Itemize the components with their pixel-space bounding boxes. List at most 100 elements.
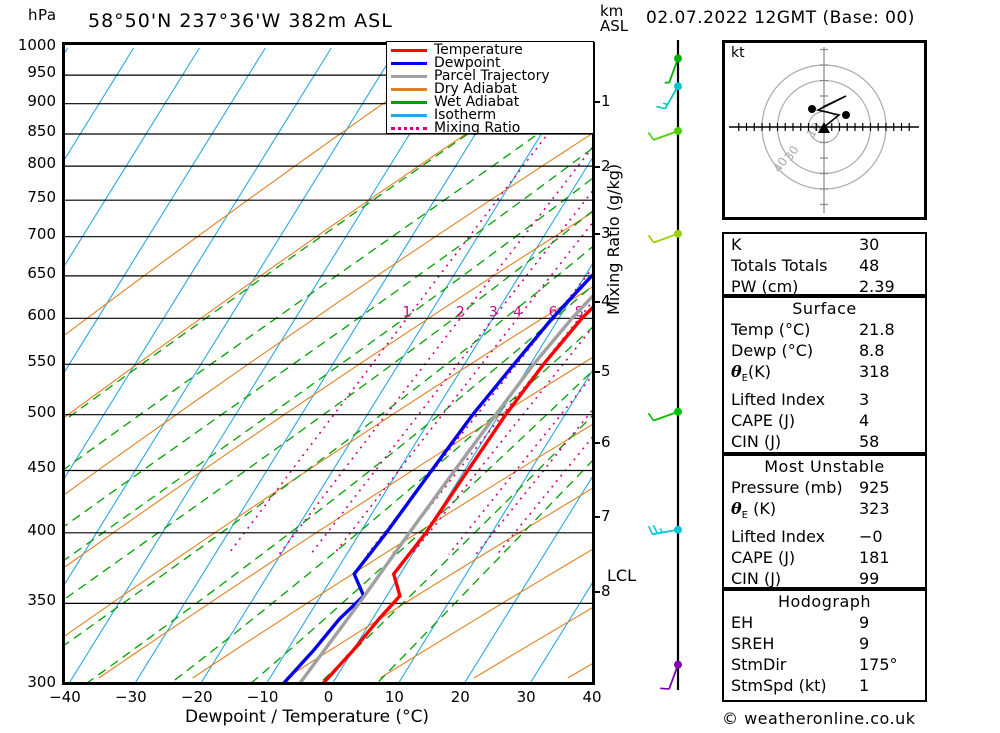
hodograph-stats-panel: Hodograph EH 9 SREH 9 StmDir 175° StmSpd (kt) 1	[722, 589, 927, 702]
stat-row: Pressure (mb) 925	[724, 477, 925, 498]
height-tick-5: 5	[601, 361, 611, 380]
height-tick-7: 7	[601, 506, 611, 525]
pressure-tick-800: 800	[27, 154, 56, 173]
mixing-ratio-label: 2	[456, 304, 465, 320]
isotherm-line	[266, 157, 592, 682]
temp-tick--20: −20	[180, 688, 213, 706]
pressure-tick-400: 400	[27, 520, 56, 539]
mixing-ratio-label: 4	[513, 304, 522, 320]
dry-adiabat-line	[65, 47, 464, 336]
stat-row: K 30	[724, 234, 925, 255]
stat-label: CIN (J)	[731, 569, 782, 589]
legend-item-dewpoint: Dewpoint	[391, 56, 593, 70]
stat-value: 8.8	[859, 341, 885, 360]
wet-adiabat-line	[377, 460, 592, 682]
wet-adiabat-line	[251, 370, 592, 682]
stat-label: CIN (J)	[731, 432, 782, 452]
legend-label: Wet Adiabat	[434, 94, 520, 110]
stat-label: StmDir	[731, 655, 787, 674]
height-tick-mark	[592, 442, 600, 445]
mixing-ratio-line	[448, 374, 592, 555]
legend-item-parcel-trajectory: Parcel Trajectory	[391, 69, 593, 83]
copyright-notice: © weatheronline.co.uk	[722, 709, 916, 728]
legend-swatch	[391, 62, 427, 65]
stat-row: θE(K) 318	[724, 361, 925, 389]
legend-swatch	[391, 88, 427, 91]
temp-tick-0: 0	[323, 688, 334, 706]
isotherm-line	[69, 47, 464, 682]
stat-row: Totals Totals 48	[724, 255, 925, 276]
mixing-ratio-line	[227, 74, 592, 555]
wind-barb	[647, 524, 682, 536]
legend-item-mixing-ratio: Mixing Ratio	[391, 121, 593, 135]
height-tick-1: 1	[601, 92, 611, 111]
chart-legend: Temperature Dewpoint Parcel Trajectory Dry …	[386, 41, 594, 135]
surface-panel: Surface Temp (°C) 21.8 Dewp (°C) 8.8 θE(K) 318…	[722, 296, 927, 454]
stat-value: 181	[859, 548, 890, 568]
mixing-ratio-label: 6	[549, 304, 558, 320]
wind-barb	[647, 126, 682, 141]
pressure-tick-300: 300	[27, 673, 56, 691]
stat-value: −0	[859, 527, 883, 547]
legend-label: Dry Adiabat	[434, 81, 517, 97]
pressure-tick-550: 550	[27, 352, 56, 371]
temp-tick-10: 10	[384, 688, 404, 706]
height-tick-2: 2	[601, 157, 611, 176]
stat-label: Dewp (°C)	[731, 341, 814, 360]
pressure-tick-950: 950	[27, 63, 56, 82]
temp-tick-30: 30	[516, 688, 536, 706]
pressure-tick-750: 750	[27, 188, 56, 207]
isotherm-line	[65, 47, 398, 585]
hodograph-plot: kt 10 30 40	[722, 40, 927, 220]
hodograph-unit-label: kt	[731, 45, 745, 61]
mixing-ratio-line	[309, 190, 592, 555]
stat-row: Dewp (°C) 8.8	[724, 340, 925, 361]
panel-title: Surface	[792, 299, 857, 318]
legend-label: Temperature	[434, 42, 523, 58]
legend-label: Isotherm	[434, 107, 497, 123]
height-tick-mark	[592, 515, 600, 518]
lcl-marker-label: LCL	[607, 566, 636, 585]
stat-row: Temp (°C) 21.8	[724, 319, 925, 340]
hodograph-storm-motion-marker	[818, 122, 830, 133]
stat-value: 925	[859, 478, 890, 497]
pressure-tick-850: 850	[27, 121, 56, 140]
wet-adiabat-line	[320, 415, 592, 682]
stat-row: Lifted Index −0	[724, 526, 925, 547]
height-axis-unit: km ASL	[600, 4, 628, 34]
pressure-axis-unit: hPa	[28, 6, 57, 24]
temp-tick-40: 40	[582, 688, 602, 706]
isotherm-line	[65, 47, 266, 373]
stat-row: StmSpd (kt) 1	[724, 675, 925, 696]
stat-value: 323	[859, 499, 890, 518]
legend-swatch	[391, 75, 427, 78]
dry-adiabat-line	[65, 212, 592, 568]
legend-item-isotherm: Isotherm	[391, 107, 593, 123]
mixing-ratio-axis-title: Mixing Ratio (g/kg)	[604, 163, 623, 315]
height-tick-mark	[592, 591, 600, 594]
height-tick-mark	[592, 370, 600, 373]
sounding-panel: hPa 58°50'N 237°36'W 382m ASL km ASL 300…	[18, 4, 636, 728]
wind-barb-column	[647, 40, 682, 690]
stat-label: Lifted Index	[731, 390, 826, 410]
legend-swatch	[391, 114, 427, 117]
stat-row: CAPE (J) 181	[724, 547, 925, 568]
stat-label: PW (cm)	[731, 277, 799, 296]
stat-label: Totals Totals	[731, 256, 828, 275]
isotherm-line	[530, 582, 592, 682]
temp-tick--10: −10	[246, 688, 279, 706]
stat-row: EH 9	[724, 612, 925, 633]
stat-value: 48	[859, 256, 880, 275]
x-axis-title: Dewpoint / Temperature (°C)	[185, 707, 430, 727]
stat-label: θE (K)	[731, 499, 777, 522]
most-unstable-panel: Most Unstable Pressure (mb) 925 θE (K) 323 Li…	[722, 454, 927, 589]
legend-item-wet-adiabat: Wet Adiabat	[391, 94, 593, 110]
stat-value: 30	[859, 235, 880, 254]
isotherm-line	[201, 51, 592, 682]
wind-barb	[660, 660, 682, 690]
wind-barb	[647, 229, 682, 244]
mixing-ratio-line	[333, 222, 592, 555]
stat-value: 3	[859, 390, 870, 410]
hodograph-trace	[815, 95, 847, 128]
